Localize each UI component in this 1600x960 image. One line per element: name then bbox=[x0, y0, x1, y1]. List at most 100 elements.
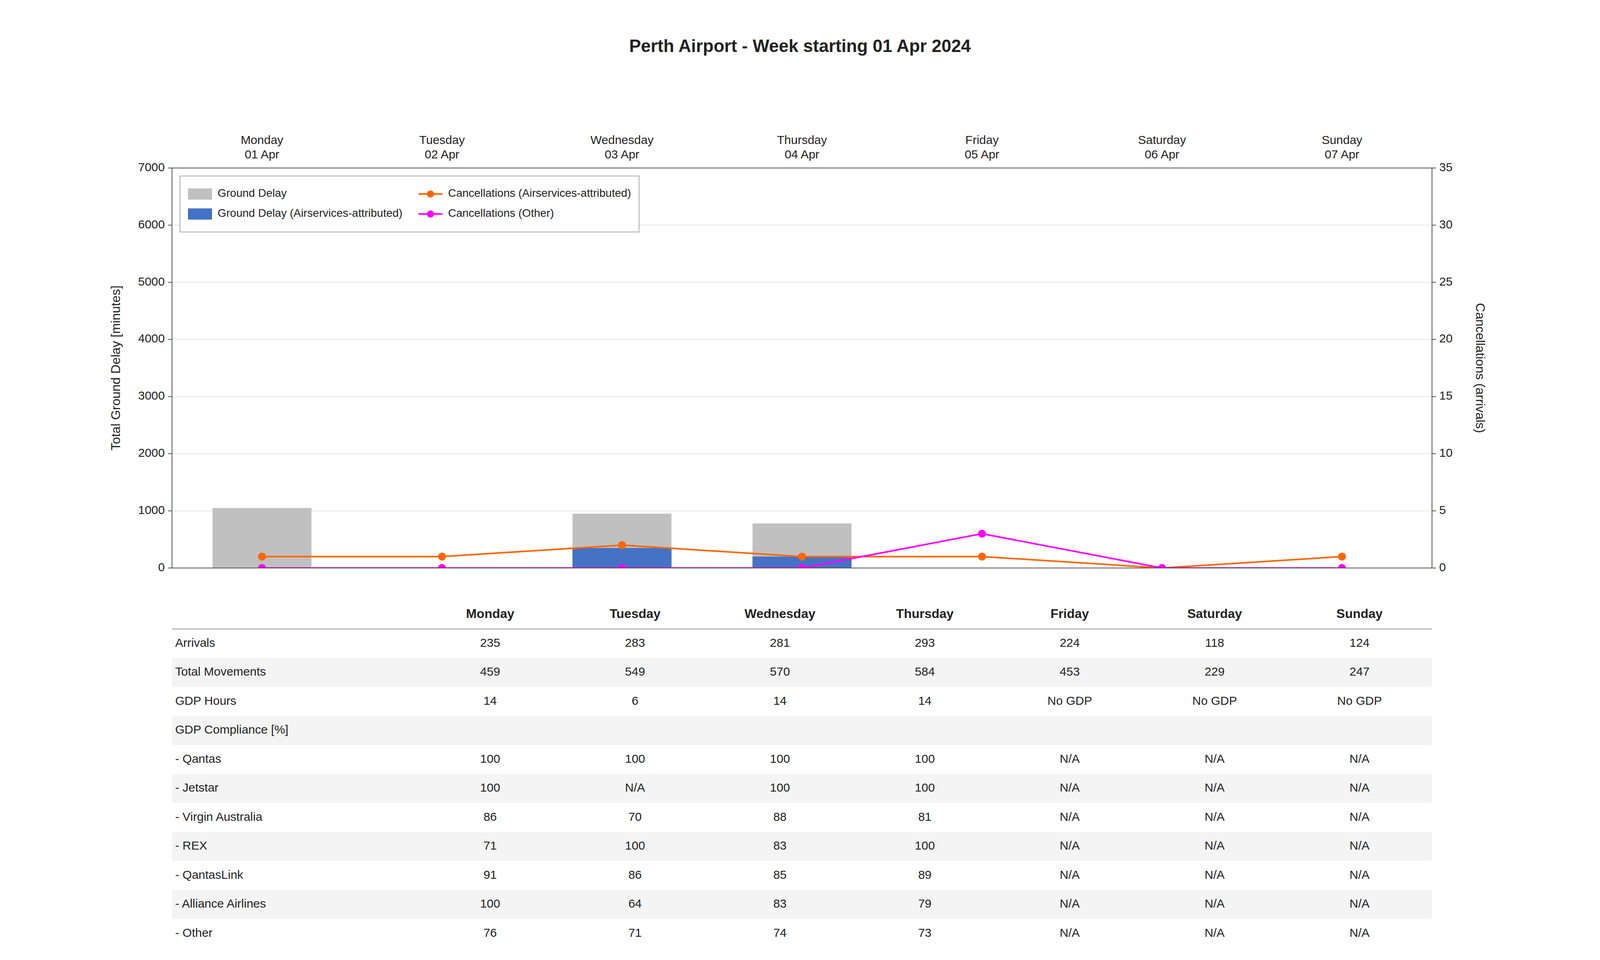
y-tick-label: 4000 bbox=[138, 331, 165, 345]
y2-tick bbox=[1432, 510, 1436, 512]
background bbox=[0, 0, 1600, 960]
grid-line bbox=[172, 339, 1432, 340]
x-tick-label-line: 01 Apr bbox=[244, 147, 280, 161]
table-cell: 100 bbox=[625, 838, 646, 852]
y2-tick-label: 20 bbox=[1439, 331, 1453, 345]
y-tick-label: 2000 bbox=[138, 446, 165, 460]
table-row-label: GDP Compliance [%] bbox=[175, 722, 289, 736]
table-header: Sunday bbox=[1336, 606, 1383, 621]
y-tick-label: 6000 bbox=[138, 217, 165, 231]
table-cell: 100 bbox=[770, 752, 790, 766]
marker bbox=[618, 541, 626, 550]
chart: Perth Airport - Week starting 01 Apr 202… bbox=[0, 0, 1600, 960]
table-header: Wednesday bbox=[744, 606, 816, 621]
title: Perth Airport - Week starting 01 Apr 202… bbox=[629, 36, 972, 56]
table-cell: 79 bbox=[918, 896, 932, 910]
table-stripe bbox=[172, 890, 1432, 920]
table-cell: N/A bbox=[1204, 868, 1225, 882]
table-cell: 83 bbox=[773, 896, 787, 910]
x-tick-label-line: Monday bbox=[240, 133, 284, 147]
table-cell: N/A bbox=[1349, 868, 1370, 882]
marker bbox=[1158, 564, 1166, 568]
table-cell: N/A bbox=[1059, 780, 1080, 794]
y2-tick bbox=[1432, 453, 1436, 454]
table-cell: N/A bbox=[1204, 838, 1225, 852]
bar bbox=[212, 508, 312, 568]
table-cell: 73 bbox=[918, 926, 932, 940]
table-cell: N/A bbox=[1059, 752, 1080, 766]
marker bbox=[978, 552, 986, 561]
table-cell: 14 bbox=[773, 694, 787, 708]
table-cell: 83 bbox=[773, 838, 787, 852]
table-cell: 100 bbox=[914, 752, 935, 766]
y-tick-label: 7000 bbox=[138, 160, 165, 174]
marker bbox=[798, 564, 806, 568]
table-cell: N/A bbox=[1349, 896, 1370, 910]
marker bbox=[978, 529, 986, 538]
y-tick-label: 5000 bbox=[138, 274, 165, 288]
legend-label: Ground Delay bbox=[217, 186, 287, 200]
marks bbox=[212, 508, 1346, 568]
table-cell: 118 bbox=[1205, 636, 1225, 650]
table-cell: 124 bbox=[1349, 636, 1370, 650]
y-tick bbox=[168, 510, 172, 512]
table-cell: N/A bbox=[1349, 838, 1370, 852]
legend: Ground Delay Ground Delay (Airservices-at… bbox=[180, 176, 640, 232]
table-cell: 293 bbox=[914, 636, 935, 650]
y-tick bbox=[168, 339, 172, 340]
table-cell: N/A bbox=[1349, 810, 1370, 824]
y-tick bbox=[168, 282, 172, 283]
x-tick-label-line: 04 Apr bbox=[784, 147, 820, 161]
table-cell: 14 bbox=[483, 694, 497, 708]
marker bbox=[1158, 564, 1166, 568]
marker bbox=[258, 564, 266, 568]
x-tick-label-line: 05 Apr bbox=[964, 147, 1000, 161]
table-cell: 64 bbox=[628, 896, 642, 910]
x-tick-label-line: Saturday bbox=[1138, 133, 1186, 147]
grid-line bbox=[172, 510, 1432, 512]
y-tick bbox=[168, 167, 172, 169]
table-row-label: Arrivals bbox=[175, 636, 216, 650]
marker bbox=[258, 552, 266, 561]
table-row-label: - Alliance Airlines bbox=[175, 896, 266, 910]
table-cell: 81 bbox=[918, 810, 932, 824]
plot-frame bbox=[172, 168, 1432, 568]
table-cell: 100 bbox=[914, 780, 935, 794]
x-tick-label: Sunday07 Apr bbox=[1321, 133, 1363, 161]
y2-tick bbox=[1432, 282, 1436, 283]
x-tick-label-line: Sunday bbox=[1321, 133, 1363, 147]
y2-tick-label: 15 bbox=[1439, 388, 1453, 402]
table-cell: N/A bbox=[1204, 752, 1225, 766]
table-cell: N/A bbox=[1349, 752, 1370, 766]
table-stripe bbox=[172, 716, 1432, 746]
table-cell: 100 bbox=[480, 780, 500, 794]
y-tick-label: 3000 bbox=[138, 388, 165, 402]
x-tick-label: Saturday06 Apr bbox=[1138, 133, 1186, 161]
table-cell: N/A bbox=[1204, 810, 1225, 824]
table-cell: 100 bbox=[480, 752, 500, 766]
table-cell: 100 bbox=[625, 752, 646, 766]
y2-tick-label: 35 bbox=[1439, 160, 1453, 174]
marker bbox=[798, 552, 806, 561]
y2-tick-label: 25 bbox=[1439, 274, 1453, 288]
table-cell: 88 bbox=[773, 810, 787, 824]
table-cell: No GDP bbox=[1047, 694, 1093, 708]
table-cell: N/A bbox=[1059, 838, 1080, 852]
grid bbox=[172, 168, 1432, 568]
table-row-label: - Jetstar bbox=[175, 780, 219, 794]
table-row-label: Total Movements bbox=[175, 664, 266, 678]
marker bbox=[618, 564, 626, 568]
table-cell: 71 bbox=[483, 838, 497, 852]
table-cell: 85 bbox=[773, 868, 787, 882]
legend-box bbox=[180, 176, 640, 232]
table-cell: 89 bbox=[918, 868, 932, 882]
table-cell: 71 bbox=[628, 926, 642, 940]
table-row-label: GDP Hours bbox=[175, 694, 237, 708]
y2-tick bbox=[1432, 396, 1436, 397]
table-cell: 453 bbox=[1059, 664, 1080, 678]
x-tick-label-line: 07 Apr bbox=[1324, 147, 1360, 161]
legend-swatch-marker bbox=[426, 210, 434, 218]
legend-label: Ground Delay (Airservices-attributed) bbox=[217, 206, 403, 220]
table-cell: N/A bbox=[1349, 926, 1370, 940]
y-tick bbox=[168, 453, 172, 454]
